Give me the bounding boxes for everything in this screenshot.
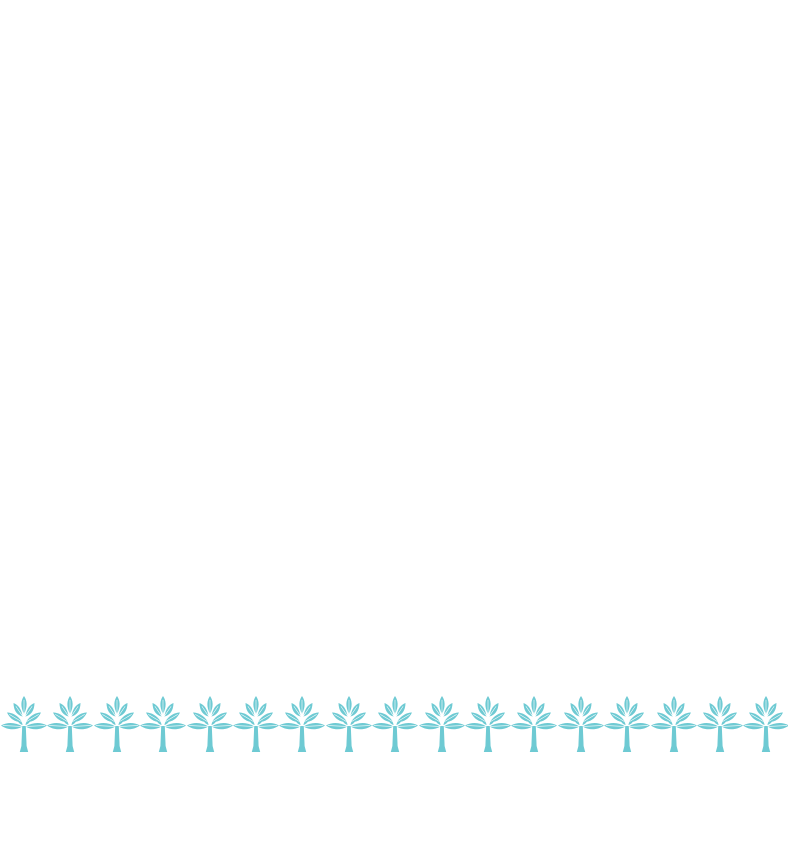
- tree-icon: [139, 696, 187, 754]
- tree-icon: [464, 696, 512, 754]
- tree-icon: [186, 696, 234, 754]
- tree-icon: [93, 696, 141, 754]
- tree-icon: [278, 696, 326, 754]
- tree-icon: [650, 696, 698, 754]
- tree-icon: [232, 696, 280, 754]
- tree-icon: [557, 696, 605, 754]
- tree-icon: [325, 696, 373, 754]
- tree-icon: [603, 696, 651, 754]
- tree-border: [0, 696, 788, 754]
- tree-icon: [418, 696, 466, 754]
- tree-icon: [0, 696, 48, 754]
- tree-icon: [371, 696, 419, 754]
- tree-icon: [510, 696, 558, 754]
- tree-icon: [742, 696, 788, 754]
- tree-icon: [46, 696, 94, 754]
- tree-icon: [696, 696, 744, 754]
